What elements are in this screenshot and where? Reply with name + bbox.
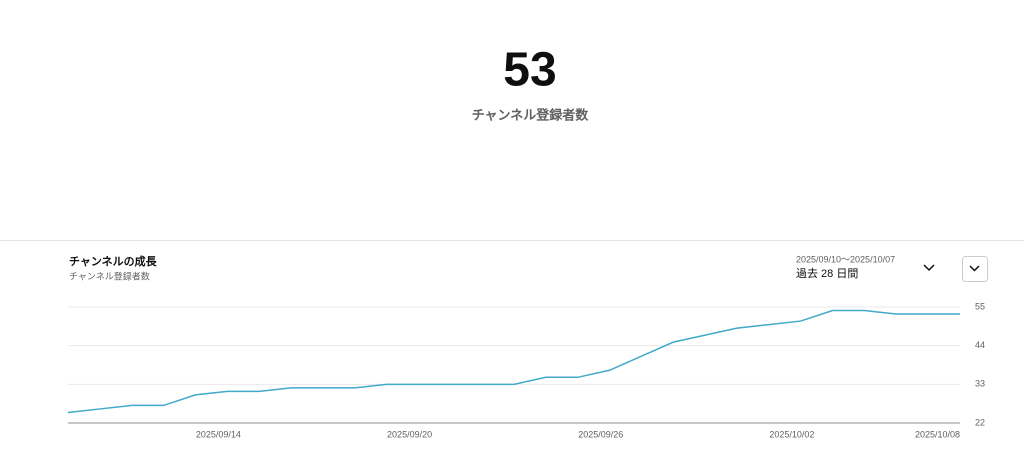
metric-label: チャンネル登録者数 <box>472 107 590 122</box>
period-dropdown[interactable] <box>923 264 935 272</box>
chart-title: チャンネルの成長 <box>69 254 158 268</box>
y-tick-label: 55 <box>975 301 985 311</box>
line <box>67 309 960 414</box>
period[interactable]: 過去 28 日間 <box>796 267 858 280</box>
x-tick-label: 2025/10/08 <box>915 429 960 439</box>
menu-chevron <box>969 265 980 272</box>
x-tick-label: 2025/10/02 <box>769 429 814 439</box>
y-tick-label: 22 <box>975 417 985 427</box>
chart-subtitle: チャンネル登録者数 <box>69 270 150 281</box>
y-tick-label: 33 <box>975 379 985 389</box>
y-tick-label: 44 <box>975 340 985 350</box>
metric-value: 53 <box>503 44 556 97</box>
x-tick-label: 2025/09/26 <box>578 429 623 439</box>
x-tick-label: 2025/09/14 <box>196 429 241 439</box>
date-range: 2025/09/10〜2025/10/07 <box>796 254 895 264</box>
x-tick-label: 2025/09/20 <box>387 429 432 439</box>
